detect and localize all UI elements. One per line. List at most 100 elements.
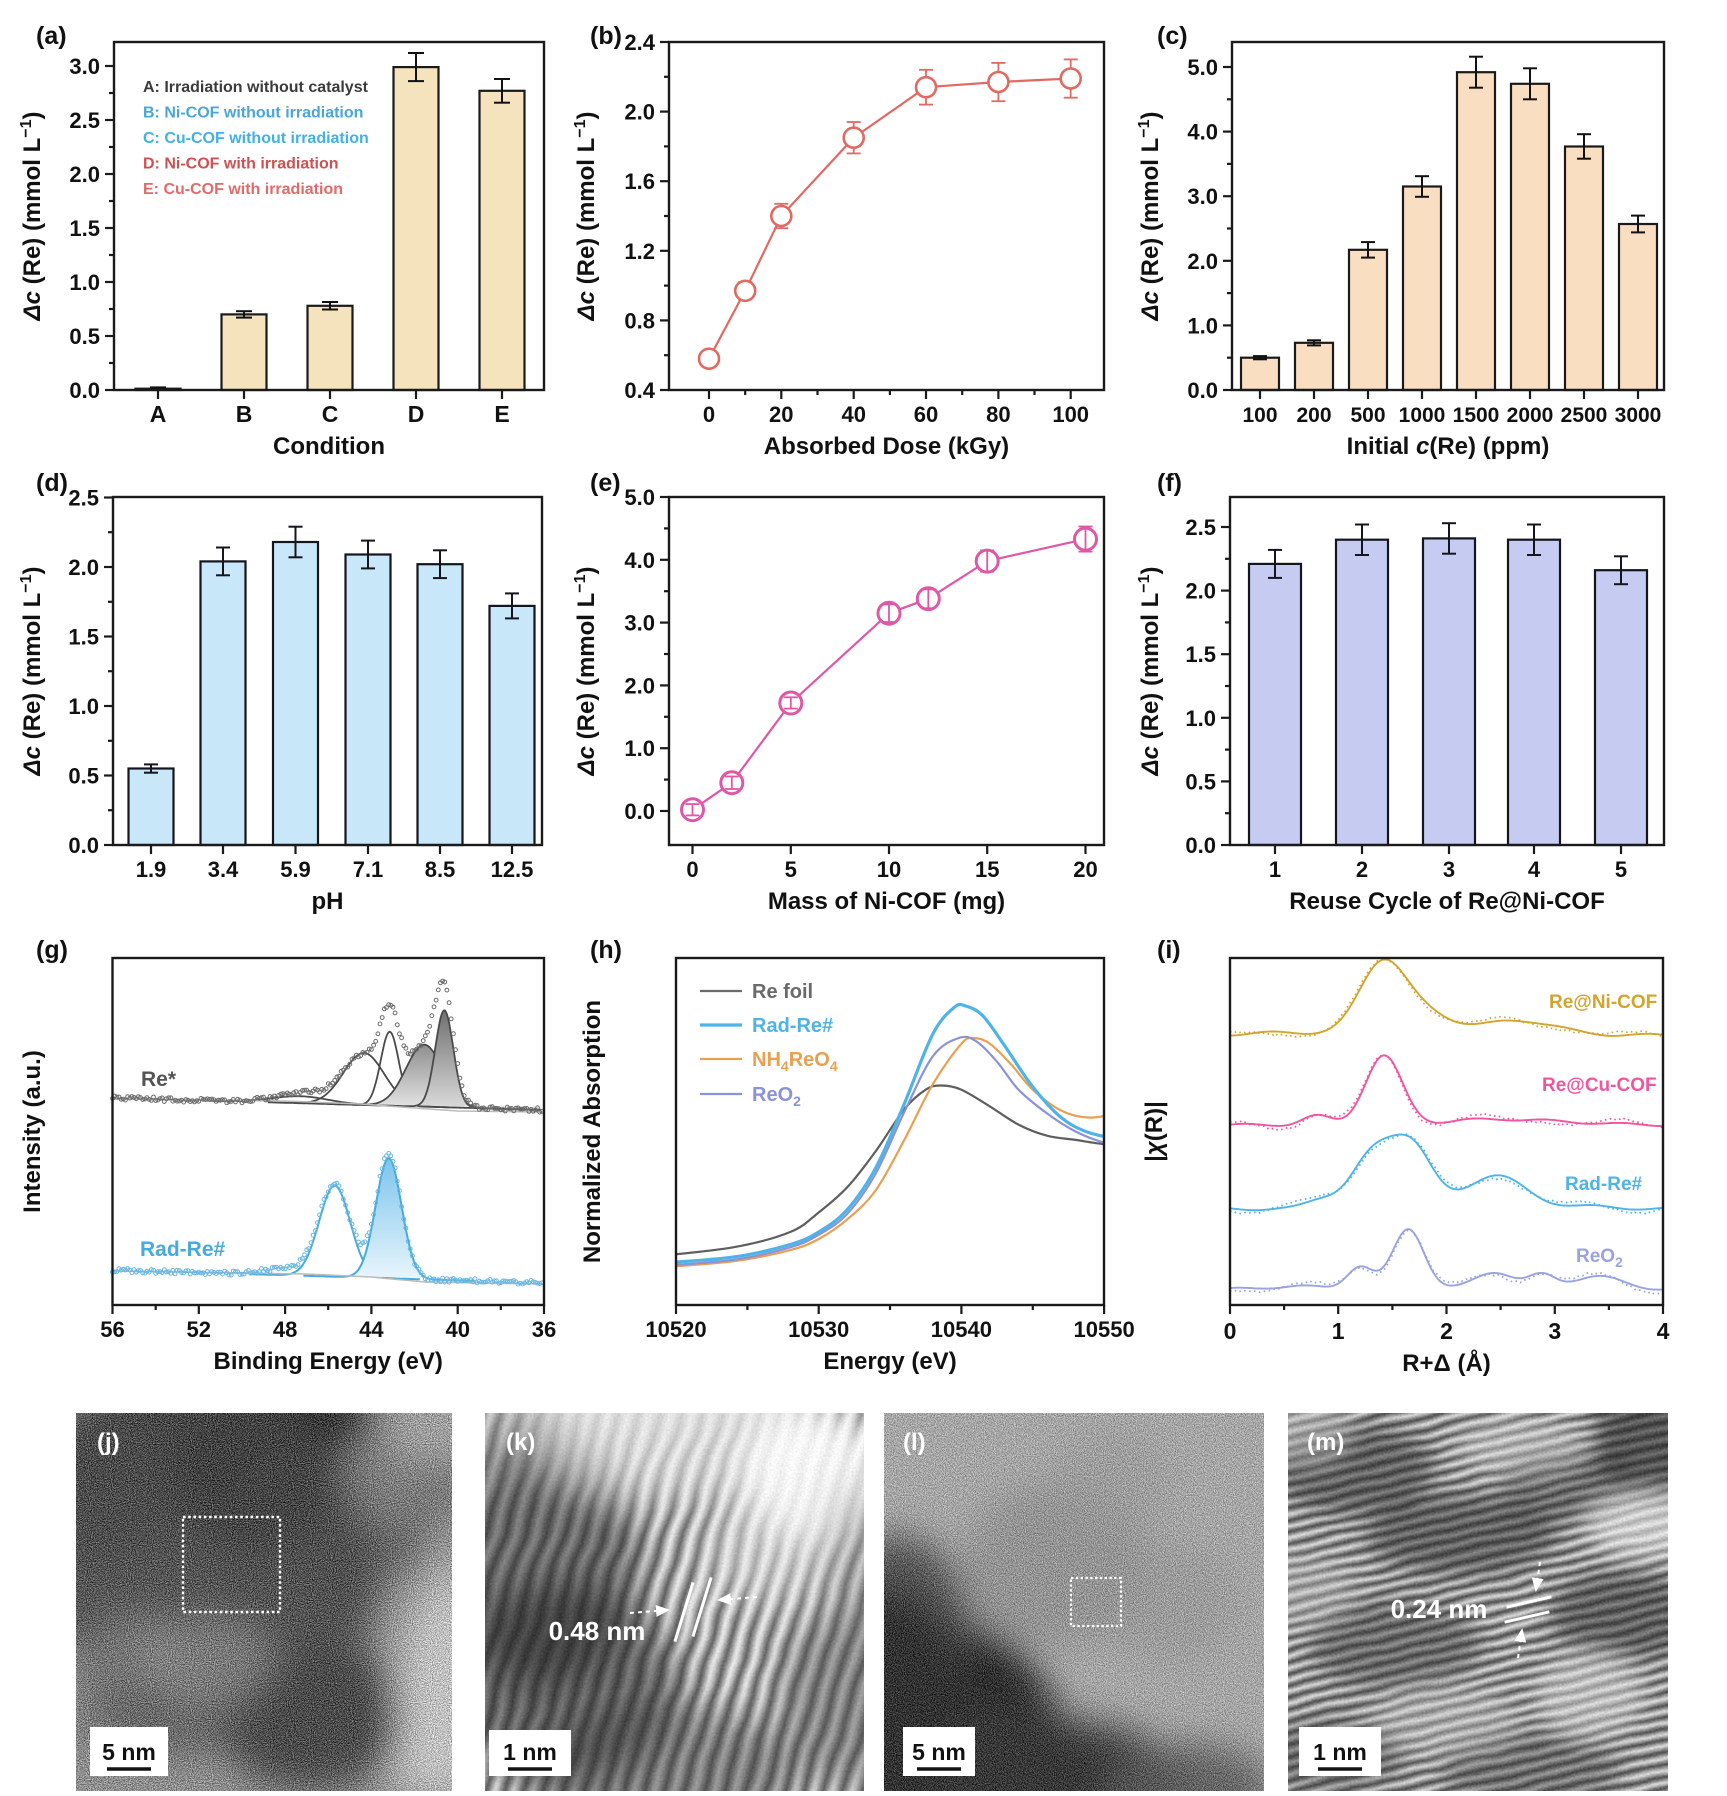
svg-text:Normalized Absorption: Normalized Absorption (579, 1000, 606, 1263)
svg-text:4.0: 4.0 (624, 548, 655, 573)
svg-text:80: 80 (986, 402, 1010, 427)
svg-text:Re@Ni-COF: Re@Ni-COF (1549, 992, 1657, 1013)
svg-text:NH4ReO4: NH4ReO4 (752, 1049, 838, 1074)
svg-text:R+Δ (Å): R+Δ (Å) (1402, 1349, 1491, 1377)
svg-text:3.4: 3.4 (208, 857, 239, 882)
svg-text:0.0: 0.0 (69, 378, 100, 403)
svg-text:0.5: 0.5 (68, 764, 99, 789)
svg-text:0: 0 (703, 402, 715, 427)
svg-text:pH: pH (312, 888, 344, 915)
svg-text:2.0: 2.0 (624, 100, 655, 125)
svg-text:0.5: 0.5 (69, 324, 100, 349)
svg-text:Rad-Re#: Rad-Re# (1565, 1174, 1643, 1195)
svg-text:5: 5 (785, 857, 797, 882)
svg-text:36: 36 (532, 1317, 556, 1342)
svg-text:Re@Cu-COF: Re@Cu-COF (1542, 1075, 1657, 1096)
svg-text:20: 20 (769, 402, 793, 427)
svg-text:0: 0 (1224, 1318, 1237, 1344)
svg-text:E: E (494, 401, 509, 427)
svg-text:1.9: 1.9 (136, 857, 167, 882)
svg-text:60: 60 (914, 402, 938, 427)
svg-text:2: 2 (1356, 857, 1368, 882)
svg-text:2: 2 (1440, 1318, 1453, 1344)
svg-text:4: 4 (1528, 857, 1541, 882)
svg-text:0.0: 0.0 (1187, 378, 1218, 403)
svg-text:B: B (236, 401, 253, 427)
svg-text:Binding Energy (eV): Binding Energy (eV) (214, 1348, 443, 1375)
svg-text:1000: 1000 (1399, 404, 1446, 427)
svg-text:(c): (c) (1157, 22, 1188, 50)
svg-text:Absorbed Dose (kGy): Absorbed Dose (kGy) (764, 433, 1009, 460)
svg-text:1.5: 1.5 (68, 625, 99, 650)
svg-text:5.0: 5.0 (1187, 55, 1218, 80)
svg-text:1500: 1500 (1453, 404, 1500, 427)
svg-text:3000: 3000 (1615, 404, 1662, 427)
svg-text:Condition: Condition (273, 433, 385, 460)
svg-text:3.0: 3.0 (1187, 184, 1218, 209)
svg-text:1.5: 1.5 (69, 216, 100, 241)
svg-text:40: 40 (841, 402, 865, 427)
svg-text:Initial c(Re) (ppm): Initial c(Re) (ppm) (1347, 433, 1550, 460)
svg-text:20: 20 (1073, 857, 1097, 882)
svg-text:100: 100 (1052, 402, 1089, 427)
svg-text:E: Cu-COF with irradiation: E: Cu-COF with irradiation (143, 181, 343, 198)
svg-text:1.0: 1.0 (68, 694, 99, 719)
svg-text:(h): (h) (590, 936, 622, 964)
svg-text:2.0: 2.0 (1185, 579, 1216, 604)
svg-text:Δc (Re) (mmol L−1): Δc (Re) (mmol L−1) (18, 566, 46, 776)
svg-text:Re*: Re* (141, 1068, 177, 1091)
svg-text:5: 5 (1615, 857, 1627, 882)
svg-text:44: 44 (359, 1317, 384, 1342)
svg-text:ReO2: ReO2 (752, 1084, 801, 1109)
svg-text:0.4: 0.4 (624, 378, 655, 403)
svg-text:1.2: 1.2 (624, 239, 655, 264)
svg-text:2000: 2000 (1507, 404, 1554, 427)
svg-text:1.5: 1.5 (1185, 642, 1216, 667)
svg-text:2.0: 2.0 (68, 555, 99, 580)
svg-text:10530: 10530 (788, 1317, 849, 1342)
svg-text:(m): (m) (1307, 1429, 1344, 1456)
svg-text:56: 56 (100, 1317, 124, 1342)
svg-text:10520: 10520 (645, 1317, 706, 1342)
svg-text:Δc (Re) (mmol L−1): Δc (Re) (mmol L−1) (572, 111, 600, 321)
svg-text:2.4: 2.4 (624, 30, 655, 55)
svg-text:0.0: 0.0 (68, 833, 99, 858)
svg-text:1.0: 1.0 (1187, 313, 1218, 338)
svg-text:Rad-Re#: Rad-Re# (752, 1015, 833, 1037)
svg-text:B: Ni-COF without irradiation: B: Ni-COF without irradiation (143, 105, 363, 122)
svg-text:0.24 nm: 0.24 nm (1391, 1594, 1488, 1624)
svg-text:8.5: 8.5 (425, 857, 456, 882)
svg-text:Δc (Re) (mmol L−1): Δc (Re) (mmol L−1) (572, 566, 600, 776)
svg-text:Δc (Re) (mmol L−1): Δc (Re) (mmol L−1) (1136, 111, 1164, 321)
svg-text:Δc (Re) (mmol L−1): Δc (Re) (mmol L−1) (1136, 566, 1164, 776)
svg-text:D: Ni-COF with irradiation: D: Ni-COF with irradiation (143, 156, 339, 173)
svg-text:Energy (eV): Energy (eV) (823, 1348, 956, 1375)
svg-text:Δc (Re) (mmol L−1): Δc (Re) (mmol L−1) (18, 111, 46, 321)
svg-text:C: C (322, 401, 339, 427)
svg-text:(b): (b) (590, 22, 622, 50)
svg-text:200: 200 (1296, 404, 1331, 427)
svg-text:10: 10 (877, 857, 901, 882)
svg-text:10550: 10550 (1074, 1317, 1135, 1342)
svg-text:D: D (408, 401, 425, 427)
svg-text:52: 52 (187, 1317, 211, 1342)
svg-text:4.0: 4.0 (1187, 120, 1218, 145)
svg-text:10540: 10540 (931, 1317, 992, 1342)
svg-text:5.9: 5.9 (280, 857, 311, 882)
svg-text:0.0: 0.0 (624, 799, 655, 824)
svg-text:0: 0 (686, 857, 698, 882)
svg-text:5 nm: 5 nm (102, 1739, 156, 1765)
svg-text:2.5: 2.5 (69, 108, 100, 133)
svg-text:(k): (k) (506, 1429, 535, 1456)
svg-text:1: 1 (1269, 857, 1281, 882)
svg-text:(l): (l) (903, 1429, 926, 1456)
svg-text:1.6: 1.6 (624, 169, 655, 194)
svg-text:Intensity (a.u.): Intensity (a.u.) (19, 1050, 46, 1213)
svg-text:0.5: 0.5 (1185, 769, 1216, 794)
svg-text:|χ(R)|: |χ(R)| (1141, 1101, 1168, 1162)
svg-text:Reuse Cycle of Re@Ni-COF: Reuse Cycle of Re@Ni-COF (1289, 888, 1604, 915)
svg-text:2.0: 2.0 (624, 673, 655, 698)
svg-text:(e): (e) (590, 469, 621, 497)
svg-text:(f): (f) (1157, 469, 1182, 497)
svg-text:12.5: 12.5 (491, 857, 534, 882)
